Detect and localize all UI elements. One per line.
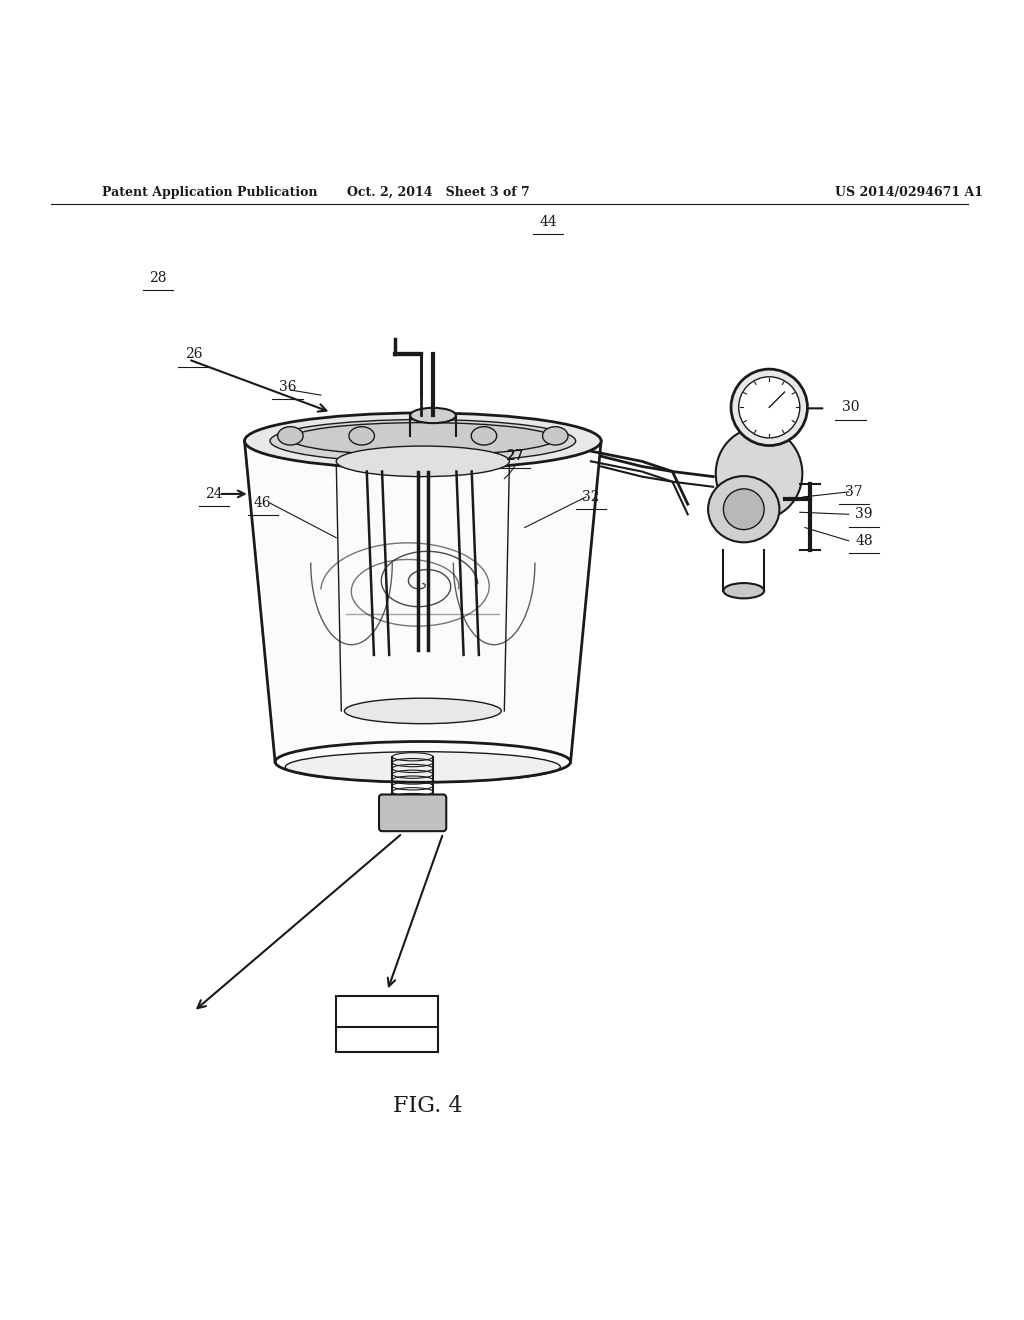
Text: 32: 32 (583, 490, 600, 504)
Ellipse shape (716, 428, 803, 519)
Text: 46: 46 (254, 496, 271, 510)
Ellipse shape (286, 751, 560, 783)
Ellipse shape (410, 408, 456, 424)
Ellipse shape (723, 583, 764, 598)
Text: 44: 44 (540, 215, 557, 228)
Text: Oct. 2, 2014   Sheet 3 of 7: Oct. 2, 2014 Sheet 3 of 7 (347, 186, 529, 199)
Text: US 2014/0294671 A1: US 2014/0294671 A1 (836, 186, 983, 199)
Text: 36: 36 (279, 380, 296, 393)
Text: 37: 37 (845, 484, 862, 499)
Text: 28: 28 (150, 271, 167, 285)
Text: 39: 39 (855, 507, 872, 521)
Ellipse shape (723, 488, 764, 529)
Text: 30: 30 (842, 400, 859, 414)
Text: Patent Application Publication: Patent Application Publication (101, 186, 317, 199)
Ellipse shape (738, 376, 800, 438)
Ellipse shape (349, 426, 375, 445)
Ellipse shape (245, 413, 601, 469)
PathPatch shape (248, 441, 598, 762)
Text: 24: 24 (205, 487, 223, 500)
Bar (336, 997, 438, 1052)
Ellipse shape (278, 426, 303, 445)
Text: 27: 27 (506, 449, 523, 463)
Text: 27: 27 (506, 449, 523, 463)
Text: 48: 48 (855, 533, 872, 548)
Ellipse shape (270, 420, 575, 462)
Ellipse shape (709, 477, 779, 543)
Ellipse shape (344, 698, 502, 723)
Ellipse shape (471, 426, 497, 445)
Ellipse shape (336, 446, 509, 477)
Text: 26: 26 (184, 347, 203, 362)
Ellipse shape (543, 426, 568, 445)
Text: FIG. 4: FIG. 4 (393, 1096, 463, 1117)
Ellipse shape (291, 422, 555, 455)
FancyBboxPatch shape (379, 795, 446, 832)
Ellipse shape (731, 370, 808, 446)
